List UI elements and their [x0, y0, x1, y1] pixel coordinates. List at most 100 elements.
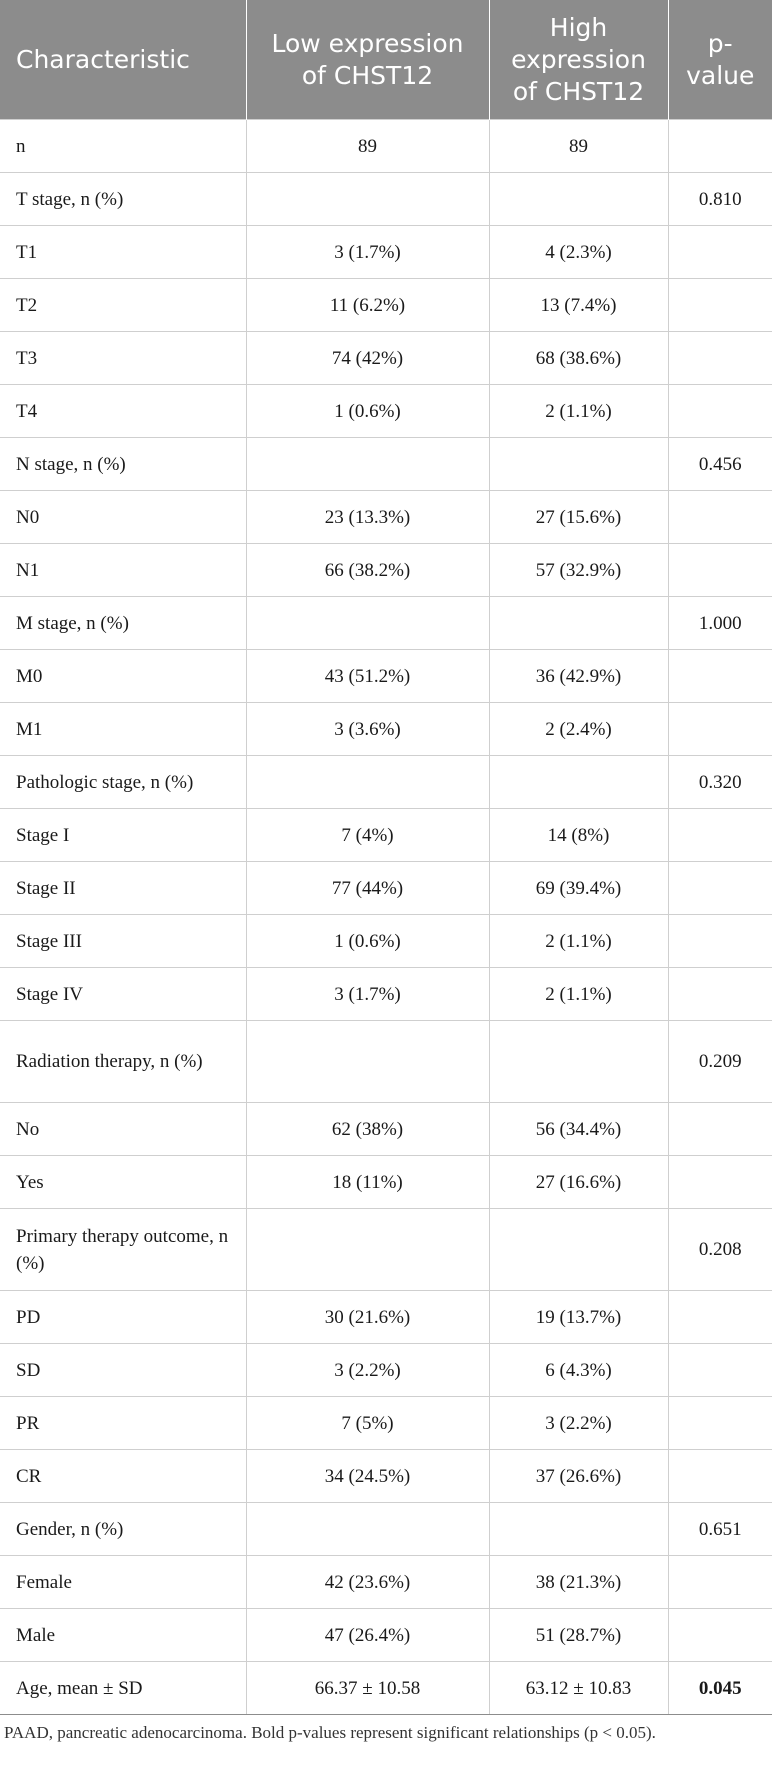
cell-low-expression: 66.37 ± 10.58 [245, 1661, 490, 1715]
cell-low-expression: 34 (24.5%) [245, 1449, 490, 1503]
cell-p-value: 0.810 [667, 172, 772, 226]
table-row: T1 3 (1.7%) 4 (2.3%) [0, 225, 772, 279]
cell-high-expression: 89 [488, 119, 669, 173]
table-row: Yes 18 (11%) 27 (16.6%) [0, 1155, 772, 1209]
cell-characteristic: Stage I [0, 808, 247, 862]
cell-p-value [667, 702, 772, 756]
cell-p-value [667, 543, 772, 597]
cell-low-expression: 30 (21.6%) [245, 1290, 490, 1344]
cell-characteristic: Age, mean ± SD [0, 1661, 247, 1715]
characteristics-table: Characteristic Low expression of CHST12 … [0, 0, 772, 1715]
header-high-expression: High expression of CHST12 [489, 0, 669, 120]
cell-characteristic: SD [0, 1343, 247, 1397]
cell-high-expression: 27 (15.6%) [488, 490, 669, 544]
cell-low-expression: 7 (5%) [245, 1396, 490, 1450]
cell-high-expression: 4 (2.3%) [488, 225, 669, 279]
table-row: PD 30 (21.6%) 19 (13.7%) [0, 1290, 772, 1344]
table-row: M1 3 (3.6%) 2 (2.4%) [0, 702, 772, 756]
cell-low-expression [245, 596, 490, 650]
table-row: CR 34 (24.5%) 37 (26.6%) [0, 1449, 772, 1503]
cell-characteristic: PR [0, 1396, 247, 1450]
cell-high-expression: 2 (1.1%) [488, 384, 669, 438]
table-row: Stage III 1 (0.6%) 2 (1.1%) [0, 914, 772, 968]
table-row: M0 43 (51.2%) 36 (42.9%) [0, 649, 772, 703]
cell-characteristic: Gender, n (%) [0, 1502, 247, 1556]
table-row: N1 66 (38.2%) 57 (32.9%) [0, 543, 772, 597]
cell-characteristic: T stage, n (%) [0, 172, 247, 226]
cell-high-expression: 36 (42.9%) [488, 649, 669, 703]
cell-p-value: 1.000 [667, 596, 772, 650]
cell-characteristic: N stage, n (%) [0, 437, 247, 491]
cell-characteristic: Yes [0, 1155, 247, 1209]
cell-high-expression: 51 (28.7%) [488, 1608, 669, 1662]
table-row: N stage, n (%) 0.456 [0, 437, 772, 491]
cell-high-expression: 3 (2.2%) [488, 1396, 669, 1450]
table-container: Characteristic Low expression of CHST12 … [0, 0, 772, 1742]
cell-low-expression: 47 (26.4%) [245, 1608, 490, 1662]
cell-p-value [667, 861, 772, 915]
cell-characteristic: Stage II [0, 861, 247, 915]
cell-p-value [667, 331, 772, 385]
header-row: Characteristic Low expression of CHST12 … [0, 0, 772, 120]
cell-p-value [667, 649, 772, 703]
cell-characteristic: n [0, 119, 247, 173]
cell-p-value [667, 1155, 772, 1209]
cell-high-expression [488, 1208, 669, 1291]
header-p-value: p-value [668, 0, 772, 120]
cell-high-expression [488, 1020, 669, 1103]
cell-p-value [667, 808, 772, 862]
cell-high-expression: 2 (2.4%) [488, 702, 669, 756]
cell-p-value [667, 1396, 772, 1450]
cell-low-expression: 89 [245, 119, 490, 173]
table-row: Female 42 (23.6%) 38 (21.3%) [0, 1555, 772, 1609]
cell-high-expression [488, 1502, 669, 1556]
cell-p-value: 0.456 [667, 437, 772, 491]
cell-p-value: 0.320 [667, 755, 772, 809]
cell-high-expression: 2 (1.1%) [488, 914, 669, 968]
cell-low-expression: 43 (51.2%) [245, 649, 490, 703]
cell-p-value [667, 119, 772, 173]
cell-p-value: 0.209 [667, 1020, 772, 1103]
cell-high-expression: 13 (7.4%) [488, 278, 669, 332]
header-characteristic: Characteristic [0, 0, 247, 120]
cell-p-value [667, 490, 772, 544]
cell-p-value [667, 225, 772, 279]
table-row: T3 74 (42%) 68 (38.6%) [0, 331, 772, 385]
cell-high-expression: 37 (26.6%) [488, 1449, 669, 1503]
cell-low-expression: 3 (3.6%) [245, 702, 490, 756]
table-row: Age, mean ± SD 66.37 ± 10.58 63.12 ± 10.83… [0, 1661, 772, 1715]
cell-low-expression [245, 1502, 490, 1556]
cell-p-value: 0.208 [667, 1208, 772, 1291]
cell-high-expression: 14 (8%) [488, 808, 669, 862]
cell-high-expression: 6 (4.3%) [488, 1343, 669, 1397]
cell-characteristic: Pathologic stage, n (%) [0, 755, 247, 809]
cell-high-expression: 27 (16.6%) [488, 1155, 669, 1209]
table-row: No 62 (38%) 56 (34.4%) [0, 1102, 772, 1156]
cell-characteristic: Stage IV [0, 967, 247, 1021]
cell-low-expression: 1 (0.6%) [245, 384, 490, 438]
cell-characteristic: T3 [0, 331, 247, 385]
cell-high-expression [488, 437, 669, 491]
cell-high-expression: 68 (38.6%) [488, 331, 669, 385]
header-low-expression: Low expression of CHST12 [246, 0, 490, 120]
cell-characteristic: Stage III [0, 914, 247, 968]
cell-p-value [667, 1343, 772, 1397]
cell-characteristic: N0 [0, 490, 247, 544]
cell-low-expression: 18 (11%) [245, 1155, 490, 1209]
cell-p-value [667, 967, 772, 1021]
cell-characteristic: N1 [0, 543, 247, 597]
table-body: n 89 89 T stage, n (%) 0.810 T1 3 (1.7%) 4 (2.3… [0, 119, 772, 1715]
cell-p-value: 0.651 [667, 1502, 772, 1556]
cell-low-expression: 1 (0.6%) [245, 914, 490, 968]
cell-low-expression: 66 (38.2%) [245, 543, 490, 597]
table-header: Characteristic Low expression of CHST12 … [0, 0, 772, 120]
cell-low-expression: 77 (44%) [245, 861, 490, 915]
cell-high-expression [488, 755, 669, 809]
cell-characteristic: PD [0, 1290, 247, 1344]
table-row: SD 3 (2.2%) 6 (4.3%) [0, 1343, 772, 1397]
table-row: T2 11 (6.2%) 13 (7.4%) [0, 278, 772, 332]
cell-characteristic: Female [0, 1555, 247, 1609]
cell-characteristic: M stage, n (%) [0, 596, 247, 650]
table-row: Male 47 (26.4%) 51 (28.7%) [0, 1608, 772, 1662]
cell-high-expression: 69 (39.4%) [488, 861, 669, 915]
